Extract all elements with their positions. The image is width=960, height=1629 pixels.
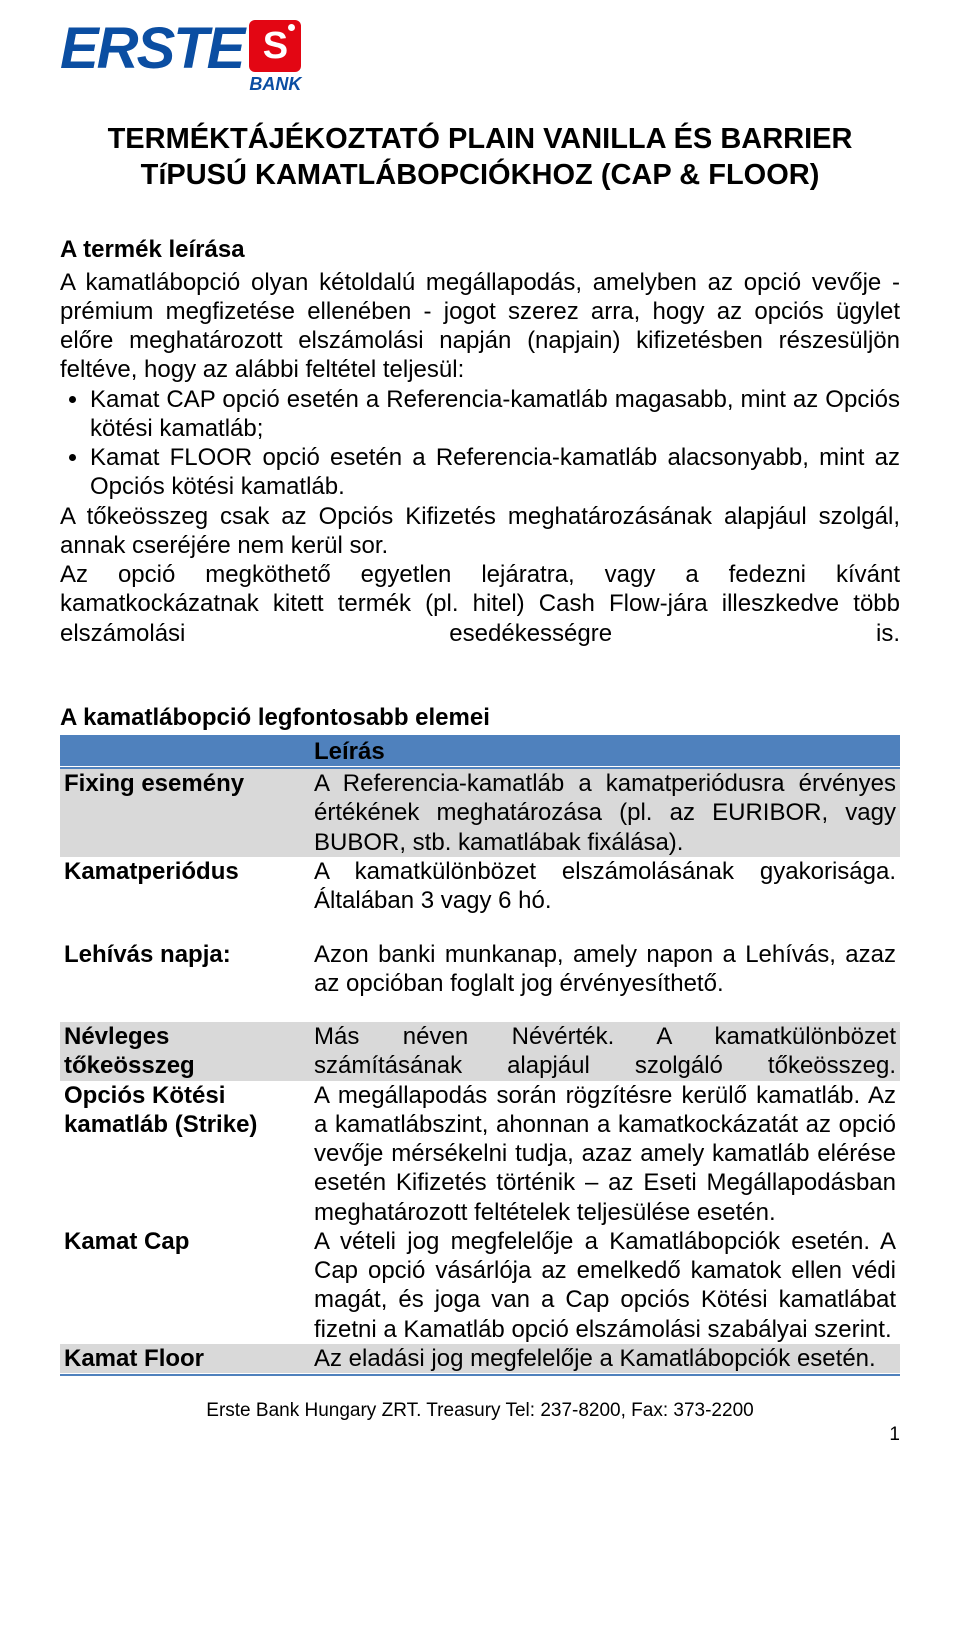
logo-wordmark: ERSTE [60,20,243,78]
row-label: Fixing esemény [60,768,310,857]
row-desc: A Referencia-kamatláb a kamatperiódusra … [310,768,900,857]
intro-section: A termék leírása A kamatlábopció olyan k… [60,236,900,648]
table-row: Lehívás napja: Azon banki munkanap, amel… [60,940,900,999]
logo-s-letter: S [263,25,288,68]
row-desc: A kamatkülönbözet elszámolásának gyakori… [310,857,900,916]
footer-text: Erste Bank Hungary ZRT. Treasury Tel: 23… [60,1400,900,1422]
intro-heading: A termék leírása [60,236,900,264]
row-desc: A vételi jog megfelelője a Kamatlábopció… [310,1227,900,1344]
table-row-spacer [60,916,900,940]
row-desc: Más néven Névérték. A kamatkülönbözet sz… [310,1022,900,1081]
logo-dot-icon [288,24,295,31]
row-desc: Az eladási jog megfelelője a Kamatlábopc… [310,1344,900,1373]
table-header-empty [60,736,310,766]
table-row: Opciós Kötési kamatláb (Strike) A megáll… [60,1081,900,1227]
row-desc: A megállapodás során rögzítésre kerülő k… [310,1081,900,1227]
row-label: Kamat Cap [60,1227,310,1344]
logo-box: S BANK [249,20,301,95]
row-desc: Azon banki munkanap, amely napon a Lehív… [310,940,900,999]
table-row: Névleges tőkeösszeg Más néven Névérték. … [60,1022,900,1081]
intro-paragraph-1: A kamatlábopció olyan kétoldalú megállap… [60,268,900,385]
intro-bullet-1: Kamat CAP opció esetén a Referencia-kama… [90,385,900,444]
page: ERSTE S BANK TERMÉKTÁJÉKOZTATÓ PLAIN VAN… [0,0,960,1466]
document-title: TERMÉKTÁJÉKOZTATÓ PLAIN VANILLA ÉS BARRI… [80,121,880,194]
logo: ERSTE S BANK [60,20,900,95]
intro-bullets: Kamat CAP opció esetén a Referencia-kama… [60,385,900,502]
row-label: Kamatperiódus [60,857,310,916]
elements-heading: A kamatlábopció legfontosabb elemei [60,704,900,732]
table-row: Kamat Cap A vételi jog megfelelője a Kam… [60,1227,900,1344]
table-header-row: Leírás [60,736,900,766]
table-row: Fixing esemény A Referencia-kamatláb a k… [60,768,900,857]
intro-paragraph-2: A tőkeösszeg csak az Opciós Kifizetés me… [60,502,900,561]
elements-table: Leírás Fixing esemény A Referencia-kamat… [60,734,900,1376]
logo-s-icon: S [249,20,301,72]
table-header-desc: Leírás [310,736,900,766]
row-label: Opciós Kötési kamatláb (Strike) [60,1081,310,1227]
logo-bank-label: BANK [249,74,301,95]
row-label: Lehívás napja: [60,940,310,999]
table-row: Kamat Floor Az eladási jog megfelelője a… [60,1344,900,1373]
table-row: Kamatperiódus A kamatkülönbözet elszámol… [60,857,900,916]
table-row-spacer [60,998,900,1022]
intro-paragraph-3: Az opció megköthető egyetlen lejáratra, … [60,560,900,648]
page-number: 1 [60,1424,900,1446]
row-label: Kamat Floor [60,1344,310,1373]
row-label: Névleges tőkeösszeg [60,1022,310,1081]
intro-bullet-2: Kamat FLOOR opció esetén a Referencia-ka… [90,443,900,502]
